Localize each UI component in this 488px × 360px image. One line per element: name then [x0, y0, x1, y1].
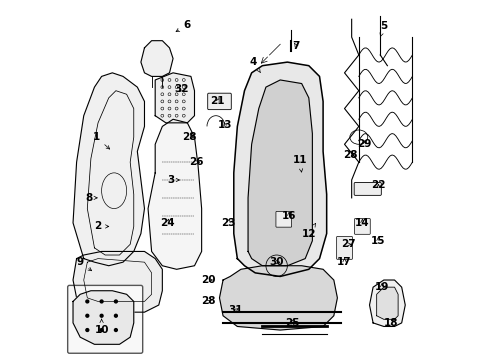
Text: 20: 20	[201, 275, 216, 285]
Text: 14: 14	[354, 218, 369, 228]
Text: 18: 18	[383, 318, 397, 328]
Text: 26: 26	[189, 157, 203, 167]
Text: 2: 2	[94, 221, 108, 231]
Polygon shape	[73, 251, 162, 312]
FancyBboxPatch shape	[207, 93, 231, 110]
Text: 21: 21	[210, 96, 224, 107]
Text: 13: 13	[217, 120, 232, 130]
FancyBboxPatch shape	[353, 183, 381, 195]
Text: 27: 27	[340, 239, 355, 249]
Circle shape	[114, 329, 117, 332]
Circle shape	[100, 300, 103, 303]
Text: 24: 24	[160, 218, 175, 228]
Text: 22: 22	[370, 180, 385, 190]
Circle shape	[86, 300, 88, 303]
Text: 23: 23	[221, 218, 235, 228]
Circle shape	[100, 314, 103, 317]
Circle shape	[114, 300, 117, 303]
Text: 7: 7	[292, 41, 299, 51]
Circle shape	[100, 329, 103, 332]
Polygon shape	[219, 266, 337, 330]
Polygon shape	[233, 62, 326, 276]
Text: 30: 30	[269, 257, 284, 267]
Text: 17: 17	[337, 257, 351, 267]
FancyBboxPatch shape	[275, 211, 291, 227]
FancyBboxPatch shape	[336, 237, 352, 259]
Text: 4: 4	[249, 57, 260, 72]
Text: 6: 6	[176, 19, 191, 32]
Polygon shape	[369, 280, 405, 327]
Text: 19: 19	[374, 282, 388, 292]
Polygon shape	[376, 287, 397, 319]
Polygon shape	[141, 41, 173, 76]
Text: 25: 25	[285, 318, 299, 328]
Polygon shape	[155, 73, 194, 123]
Polygon shape	[148, 119, 201, 269]
Text: 29: 29	[356, 139, 370, 149]
Text: 12: 12	[301, 223, 315, 239]
Circle shape	[86, 314, 88, 317]
Text: 28: 28	[201, 296, 216, 306]
Text: 28: 28	[182, 132, 196, 142]
Text: 10: 10	[94, 319, 109, 335]
Text: 3: 3	[167, 175, 179, 185]
Text: 32: 32	[174, 84, 189, 94]
Polygon shape	[73, 73, 144, 266]
Text: 11: 11	[292, 156, 306, 172]
Text: 9: 9	[77, 257, 91, 271]
Circle shape	[86, 329, 88, 332]
Circle shape	[114, 314, 117, 317]
Polygon shape	[247, 80, 312, 266]
Text: 15: 15	[370, 236, 385, 246]
Text: 5: 5	[379, 21, 386, 37]
FancyBboxPatch shape	[354, 219, 369, 234]
Text: 8: 8	[85, 193, 97, 203]
Text: 28: 28	[342, 150, 356, 160]
FancyBboxPatch shape	[67, 285, 142, 353]
Text: 31: 31	[228, 305, 243, 315]
Polygon shape	[73, 291, 134, 344]
Text: 16: 16	[281, 211, 296, 221]
Text: 1: 1	[92, 132, 109, 149]
